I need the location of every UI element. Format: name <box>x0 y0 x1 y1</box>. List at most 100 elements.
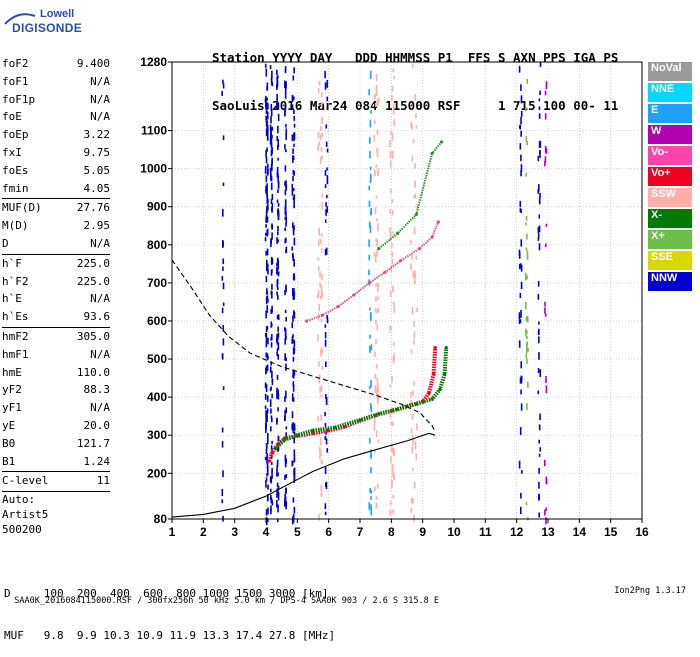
station-header: Station YYYY DAY DDD HHMMSS P1 FFS S AXN… <box>212 18 618 130</box>
echo-dot <box>267 507 269 515</box>
echo-dot <box>519 427 522 435</box>
echo-dot <box>266 248 269 256</box>
echo-dot <box>325 398 328 403</box>
y-tick-label: 1000 <box>140 162 167 176</box>
header-line2: SaoLuis 2016 Mar24 084 115000 RSF 1 715 … <box>212 98 619 113</box>
y-tick-label: 600 <box>147 314 167 328</box>
echo-dot <box>525 222 527 226</box>
echo-dot <box>538 512 540 518</box>
echo-dot <box>276 278 279 285</box>
echo-dot <box>325 202 327 207</box>
echo-dot <box>266 102 268 110</box>
x-tick-label: 11 <box>479 525 492 539</box>
echo-dot <box>270 321 273 328</box>
echo-dot <box>413 514 415 522</box>
echo-dot <box>222 241 224 247</box>
trace-point <box>399 259 403 263</box>
echo-dot <box>370 407 373 413</box>
echo-dot <box>368 185 371 191</box>
trace-point <box>444 346 448 350</box>
echo-dot <box>222 258 225 265</box>
echo-dot <box>326 96 329 102</box>
echo-dot <box>375 102 377 107</box>
echo-dot <box>277 113 280 121</box>
trace-point <box>333 426 337 430</box>
echo-dot <box>277 389 279 395</box>
echo-dot <box>293 292 296 296</box>
trace-point <box>430 235 434 239</box>
echo-dot <box>389 209 391 215</box>
echo-dot <box>525 247 528 252</box>
echo-dot <box>539 90 541 96</box>
echo-dot <box>324 71 326 79</box>
echo-dot <box>265 449 268 454</box>
echo-dot <box>374 388 377 394</box>
echo-dot <box>519 124 522 130</box>
echo-dot <box>317 266 320 271</box>
echo-dot <box>545 376 547 384</box>
echo-dot <box>370 467 372 474</box>
echo-dot <box>277 213 280 221</box>
echo-dot <box>267 268 269 275</box>
echo-dot <box>389 150 392 159</box>
echo-dot <box>391 132 394 141</box>
echo-dot <box>411 306 414 315</box>
echo-dot <box>291 188 294 196</box>
echo-dot <box>391 464 394 470</box>
echo-dot <box>267 337 269 345</box>
echo-dot <box>519 200 522 208</box>
y-tick-label: 400 <box>147 390 167 404</box>
echo-dot <box>376 218 378 222</box>
echo-dot <box>389 384 392 388</box>
profile-line <box>171 432 436 518</box>
echo-dot <box>526 330 528 334</box>
echo-dot <box>413 340 415 345</box>
echo-dot <box>277 472 279 477</box>
legend-item: SSW <box>648 188 692 207</box>
echo-dot <box>266 132 269 141</box>
echo-dot <box>271 70 273 78</box>
axes: 1 2 3 4 5 6 7 8 9 10 11 12 13 14 15 1680200300400500600… <box>140 55 649 539</box>
echo-dot <box>416 426 418 431</box>
echo-dot <box>284 493 286 499</box>
echo-dot <box>391 199 394 203</box>
echo-dot <box>521 469 523 474</box>
echo-dot <box>410 507 413 513</box>
echo-dot <box>277 273 280 277</box>
param-name: yF1 <box>2 401 22 415</box>
echo-dot <box>538 321 540 325</box>
echo-dot <box>222 135 225 141</box>
echo-dot <box>537 155 540 162</box>
echo-dot <box>285 246 288 253</box>
param-separator <box>2 326 110 328</box>
echo-dot <box>266 183 268 188</box>
echo-dot <box>319 156 322 164</box>
echo-dot <box>326 177 329 185</box>
echo-dot <box>376 377 379 383</box>
echo-dot <box>284 327 286 332</box>
echo-dot <box>222 325 225 332</box>
echo-dot <box>291 516 294 525</box>
echo-dot <box>537 390 540 395</box>
echo-dot <box>285 502 287 510</box>
echo-dot <box>284 144 286 150</box>
echo-dot <box>539 62 542 68</box>
echo-dot <box>292 369 295 377</box>
echo-dot <box>222 266 224 271</box>
echo-dot <box>369 166 372 171</box>
echo-dot <box>266 453 268 459</box>
echo-dot <box>277 176 279 183</box>
param-value: N/A <box>90 236 110 250</box>
echo-dot <box>525 353 528 359</box>
logo-line2: DIGISONDE <box>12 21 83 35</box>
echo-dot <box>284 68 287 74</box>
echo-dot <box>284 461 287 468</box>
x-tick-label: 7 <box>357 525 364 539</box>
echo-dot <box>266 325 269 330</box>
echo-dot <box>389 232 392 240</box>
trace-point <box>352 293 356 297</box>
echo-dot <box>276 348 279 352</box>
param-value: N/A <box>90 110 110 124</box>
echo-dot <box>271 203 274 208</box>
echo-dot <box>271 207 273 211</box>
